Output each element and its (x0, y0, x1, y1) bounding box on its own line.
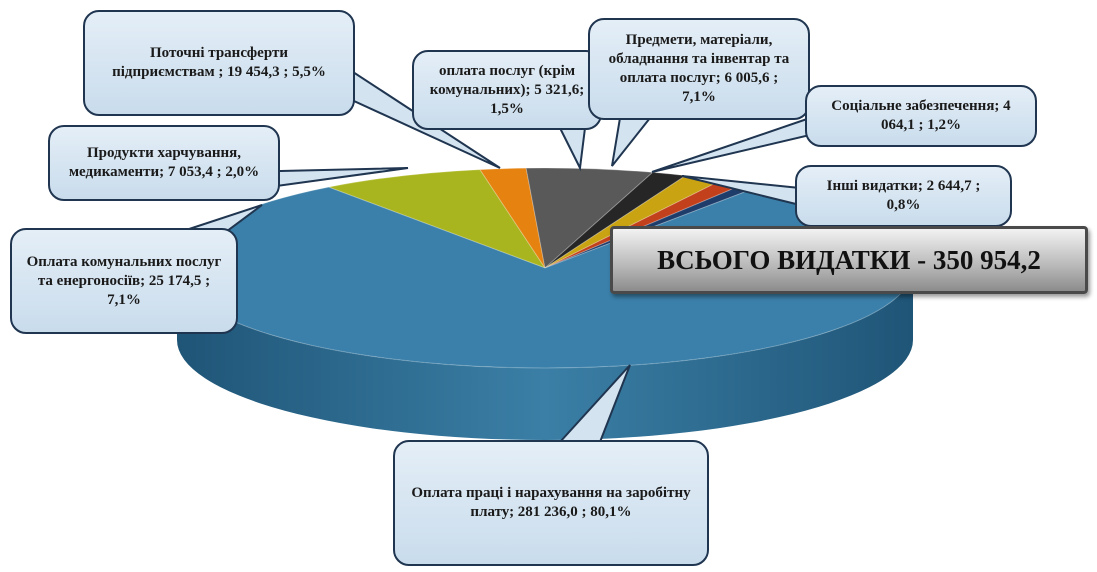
chart-title: ВСЬОГО ВИДАТКИ - 350 954,2 (610, 226, 1088, 294)
pointer (611, 117, 653, 167)
callout: Продукти харчування, медикаменти; 7 053,… (48, 125, 280, 201)
callout: Оплата комунальних послуг та енергоносії… (10, 228, 238, 334)
pointer (651, 116, 811, 173)
callout: Поточні трансферти підприємствам ; 19 45… (83, 10, 355, 116)
slice (525, 167, 654, 269)
slice (326, 169, 547, 270)
callout: Предмети, матеріали, обладнання та інвен… (588, 18, 810, 120)
callout: Інші видатки; 2 644,7 ; 0,8% (795, 165, 1012, 227)
callout: Соціальне забезпечення; 4 064,1 ; 1,2% (805, 85, 1037, 147)
slice-side (177, 268, 913, 440)
callout: оплата послуг (крім комунальних); 5 321,… (412, 50, 602, 130)
slice (479, 167, 546, 269)
callout: Оплата праці і нарахування на заробітну … (393, 440, 709, 566)
pointer (558, 127, 587, 172)
